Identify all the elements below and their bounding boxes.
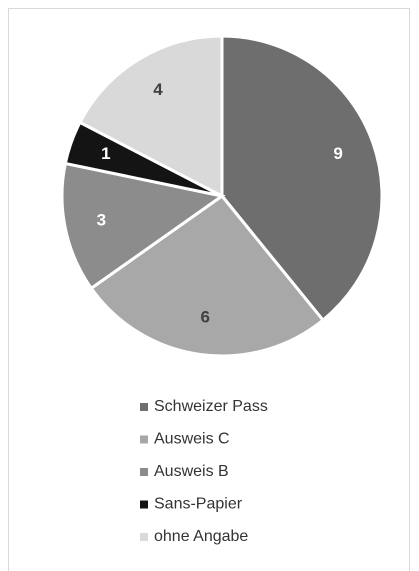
- legend-label: Schweizer Pass: [154, 398, 268, 415]
- legend-label: Sans-Papier: [154, 496, 243, 513]
- pie-slice: [89, 193, 326, 358]
- legend-label: ohne Angabe: [154, 528, 248, 545]
- legend-swatch: [140, 533, 148, 541]
- legend-swatch: [140, 403, 148, 411]
- legend-label: Ausweis B: [154, 463, 229, 480]
- pie-slice: [220, 34, 384, 323]
- data-label: 1: [101, 144, 110, 163]
- data-label: 3: [97, 211, 106, 230]
- pie-slice: [60, 161, 226, 291]
- legend-swatch: [140, 435, 148, 444]
- legend-swatch: [140, 500, 148, 509]
- pie-slice: [77, 34, 224, 199]
- data-label: 6: [200, 308, 209, 327]
- legend-label: Ausweis C: [154, 431, 230, 448]
- data-label: 4: [153, 80, 163, 99]
- legend-swatch: [140, 468, 148, 476]
- data-label: 9: [333, 144, 342, 163]
